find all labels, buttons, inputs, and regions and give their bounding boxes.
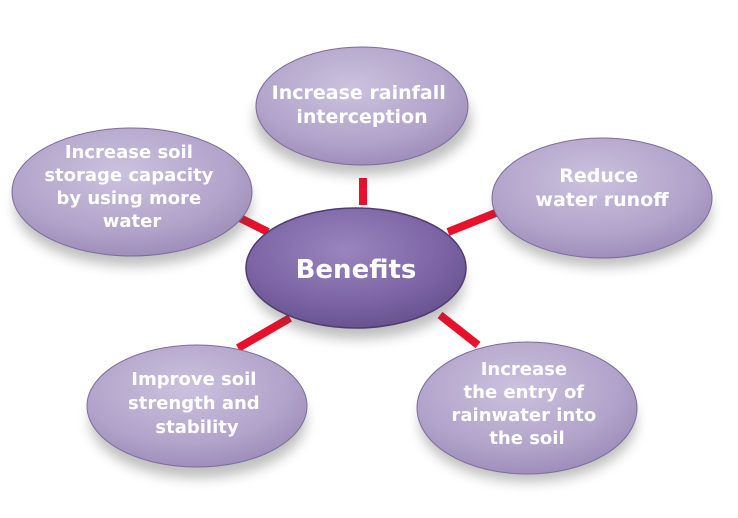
benefit-label-line: interception (296, 106, 427, 128)
benefit-label-rainwater-entry: Increase the entry of rainwater into the… (452, 359, 603, 449)
node-shape (416, 341, 638, 475)
benefit-label-soil-storage: Increase soil storage capacity by using … (44, 142, 219, 232)
connector-rainwater-entry (437, 311, 481, 349)
benefit-label-soil-strength: Improve soil strength and stability (128, 369, 266, 438)
benefit-label-line: strength and (128, 393, 260, 414)
center-label: Benefits (296, 255, 417, 285)
benefit-label-rainfall-interception: Increase rainfall interception (272, 82, 453, 128)
benefit-label-line: Increase rainfall (272, 82, 446, 104)
benefit-node-soil-storage: Increase soil storage capacity by using … (11, 127, 253, 257)
benefit-label-line: the soil (489, 428, 564, 449)
benefit-label-line: rainwater into (452, 405, 597, 426)
benefit-node-water-runoff: Reduce water runoff (491, 137, 713, 259)
benefit-node-rainfall-interception: Increase rainfall interception (255, 46, 469, 166)
center-node: Benefits (245, 207, 467, 329)
benefit-label-line: Increase (481, 359, 567, 380)
connector-water-runoff (446, 208, 500, 236)
benefit-label-water-runoff: Reduce water runoff (535, 165, 669, 211)
benefit-nodes: Increase rainfall interception Reduce wa… (11, 46, 713, 475)
benefit-label-line: stability (155, 417, 238, 438)
benefit-label-line: the entry of (464, 382, 585, 403)
benefit-label-line: water runoff (535, 189, 669, 211)
connector-lines (226, 178, 500, 352)
benefit-label-line: by using more (56, 188, 201, 209)
connector-soil-strength (236, 314, 292, 352)
benefit-node-soil-strength: Improve soil strength and stability (86, 344, 308, 468)
benefit-label-line: water (103, 211, 162, 232)
node-shape (255, 46, 469, 166)
center-node-shape (245, 207, 467, 329)
node-shape (491, 137, 713, 259)
benefit-label-line: Reduce (559, 165, 638, 187)
benefit-label-line: Improve soil (131, 369, 256, 390)
benefit-label-line: Increase soil (65, 142, 193, 163)
benefit-node-rainwater-entry: Increase the entry of rainwater into the… (416, 341, 638, 475)
node-shape (86, 344, 308, 468)
node-shape (11, 127, 253, 257)
benefit-label-line: storage capacity (44, 165, 213, 186)
